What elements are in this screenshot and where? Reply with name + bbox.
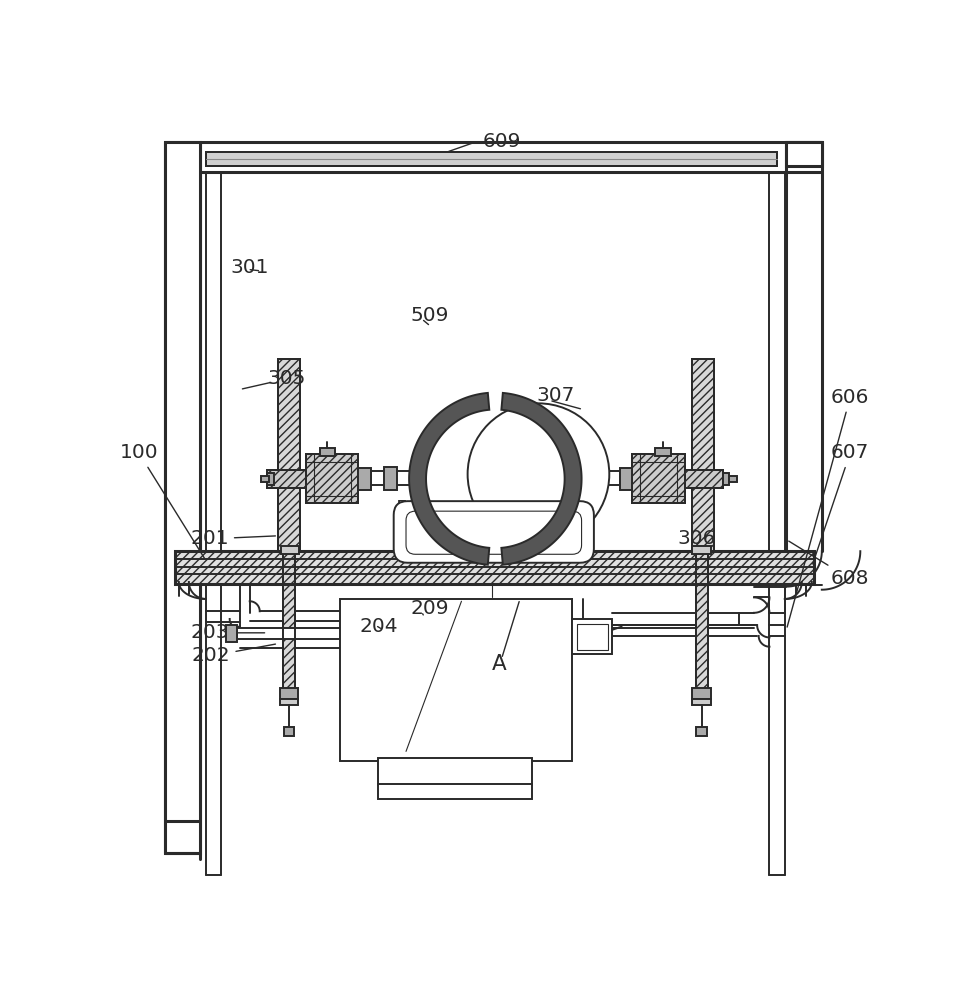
Bar: [378, 784, 531, 799]
Bar: [654, 448, 670, 456]
Bar: [267, 470, 306, 488]
Bar: [206, 152, 776, 166]
Text: 510: 510: [395, 499, 433, 518]
Bar: [728, 476, 736, 482]
Text: 201: 201: [190, 529, 275, 548]
Bar: [593, 466, 605, 490]
Bar: [684, 470, 723, 488]
FancyBboxPatch shape: [393, 501, 593, 563]
Bar: [631, 454, 684, 503]
Bar: [175, 551, 813, 584]
Bar: [319, 448, 334, 456]
Bar: [281, 546, 299, 554]
Bar: [695, 551, 707, 690]
Bar: [378, 758, 531, 785]
Bar: [236, 628, 341, 639]
Polygon shape: [501, 393, 581, 565]
Bar: [723, 473, 728, 485]
Bar: [684, 470, 723, 488]
Bar: [280, 699, 298, 705]
Bar: [579, 471, 620, 485]
Bar: [206, 152, 776, 166]
Text: 307: 307: [536, 386, 575, 405]
Text: 305: 305: [267, 369, 306, 388]
Bar: [175, 551, 813, 584]
Bar: [283, 551, 295, 690]
Bar: [785, 142, 821, 166]
Bar: [261, 476, 269, 482]
Text: 301: 301: [231, 258, 269, 277]
Bar: [226, 625, 236, 642]
Bar: [692, 359, 713, 551]
Bar: [339, 599, 572, 761]
Bar: [631, 454, 684, 503]
Text: 606: 606: [786, 388, 869, 627]
Bar: [280, 688, 298, 699]
Text: 608: 608: [788, 541, 869, 588]
Bar: [306, 454, 357, 503]
Bar: [278, 359, 300, 551]
Bar: [692, 546, 710, 554]
Bar: [577, 624, 607, 650]
Bar: [620, 468, 631, 490]
Bar: [267, 470, 306, 488]
Text: 202: 202: [191, 644, 275, 665]
Bar: [283, 551, 295, 690]
Bar: [692, 359, 713, 551]
Text: 306: 306: [677, 527, 715, 548]
Text: 607: 607: [812, 443, 869, 564]
Bar: [283, 727, 294, 736]
Text: 100: 100: [119, 443, 204, 558]
Bar: [692, 699, 710, 705]
Bar: [267, 473, 273, 485]
Polygon shape: [408, 393, 489, 565]
Bar: [370, 471, 410, 485]
Text: 609: 609: [482, 132, 521, 151]
Bar: [278, 359, 300, 551]
Bar: [357, 468, 370, 490]
Bar: [692, 688, 710, 699]
FancyBboxPatch shape: [406, 511, 581, 554]
Bar: [695, 551, 707, 690]
Text: A: A: [492, 654, 506, 674]
Text: 204: 204: [359, 617, 398, 636]
Circle shape: [467, 403, 608, 545]
Text: 209: 209: [410, 599, 449, 618]
Text: 509: 509: [410, 306, 449, 325]
Bar: [165, 142, 200, 853]
Text: 203: 203: [190, 623, 264, 642]
Bar: [696, 727, 706, 736]
Bar: [306, 454, 357, 503]
Bar: [384, 466, 396, 490]
Bar: [572, 619, 612, 654]
